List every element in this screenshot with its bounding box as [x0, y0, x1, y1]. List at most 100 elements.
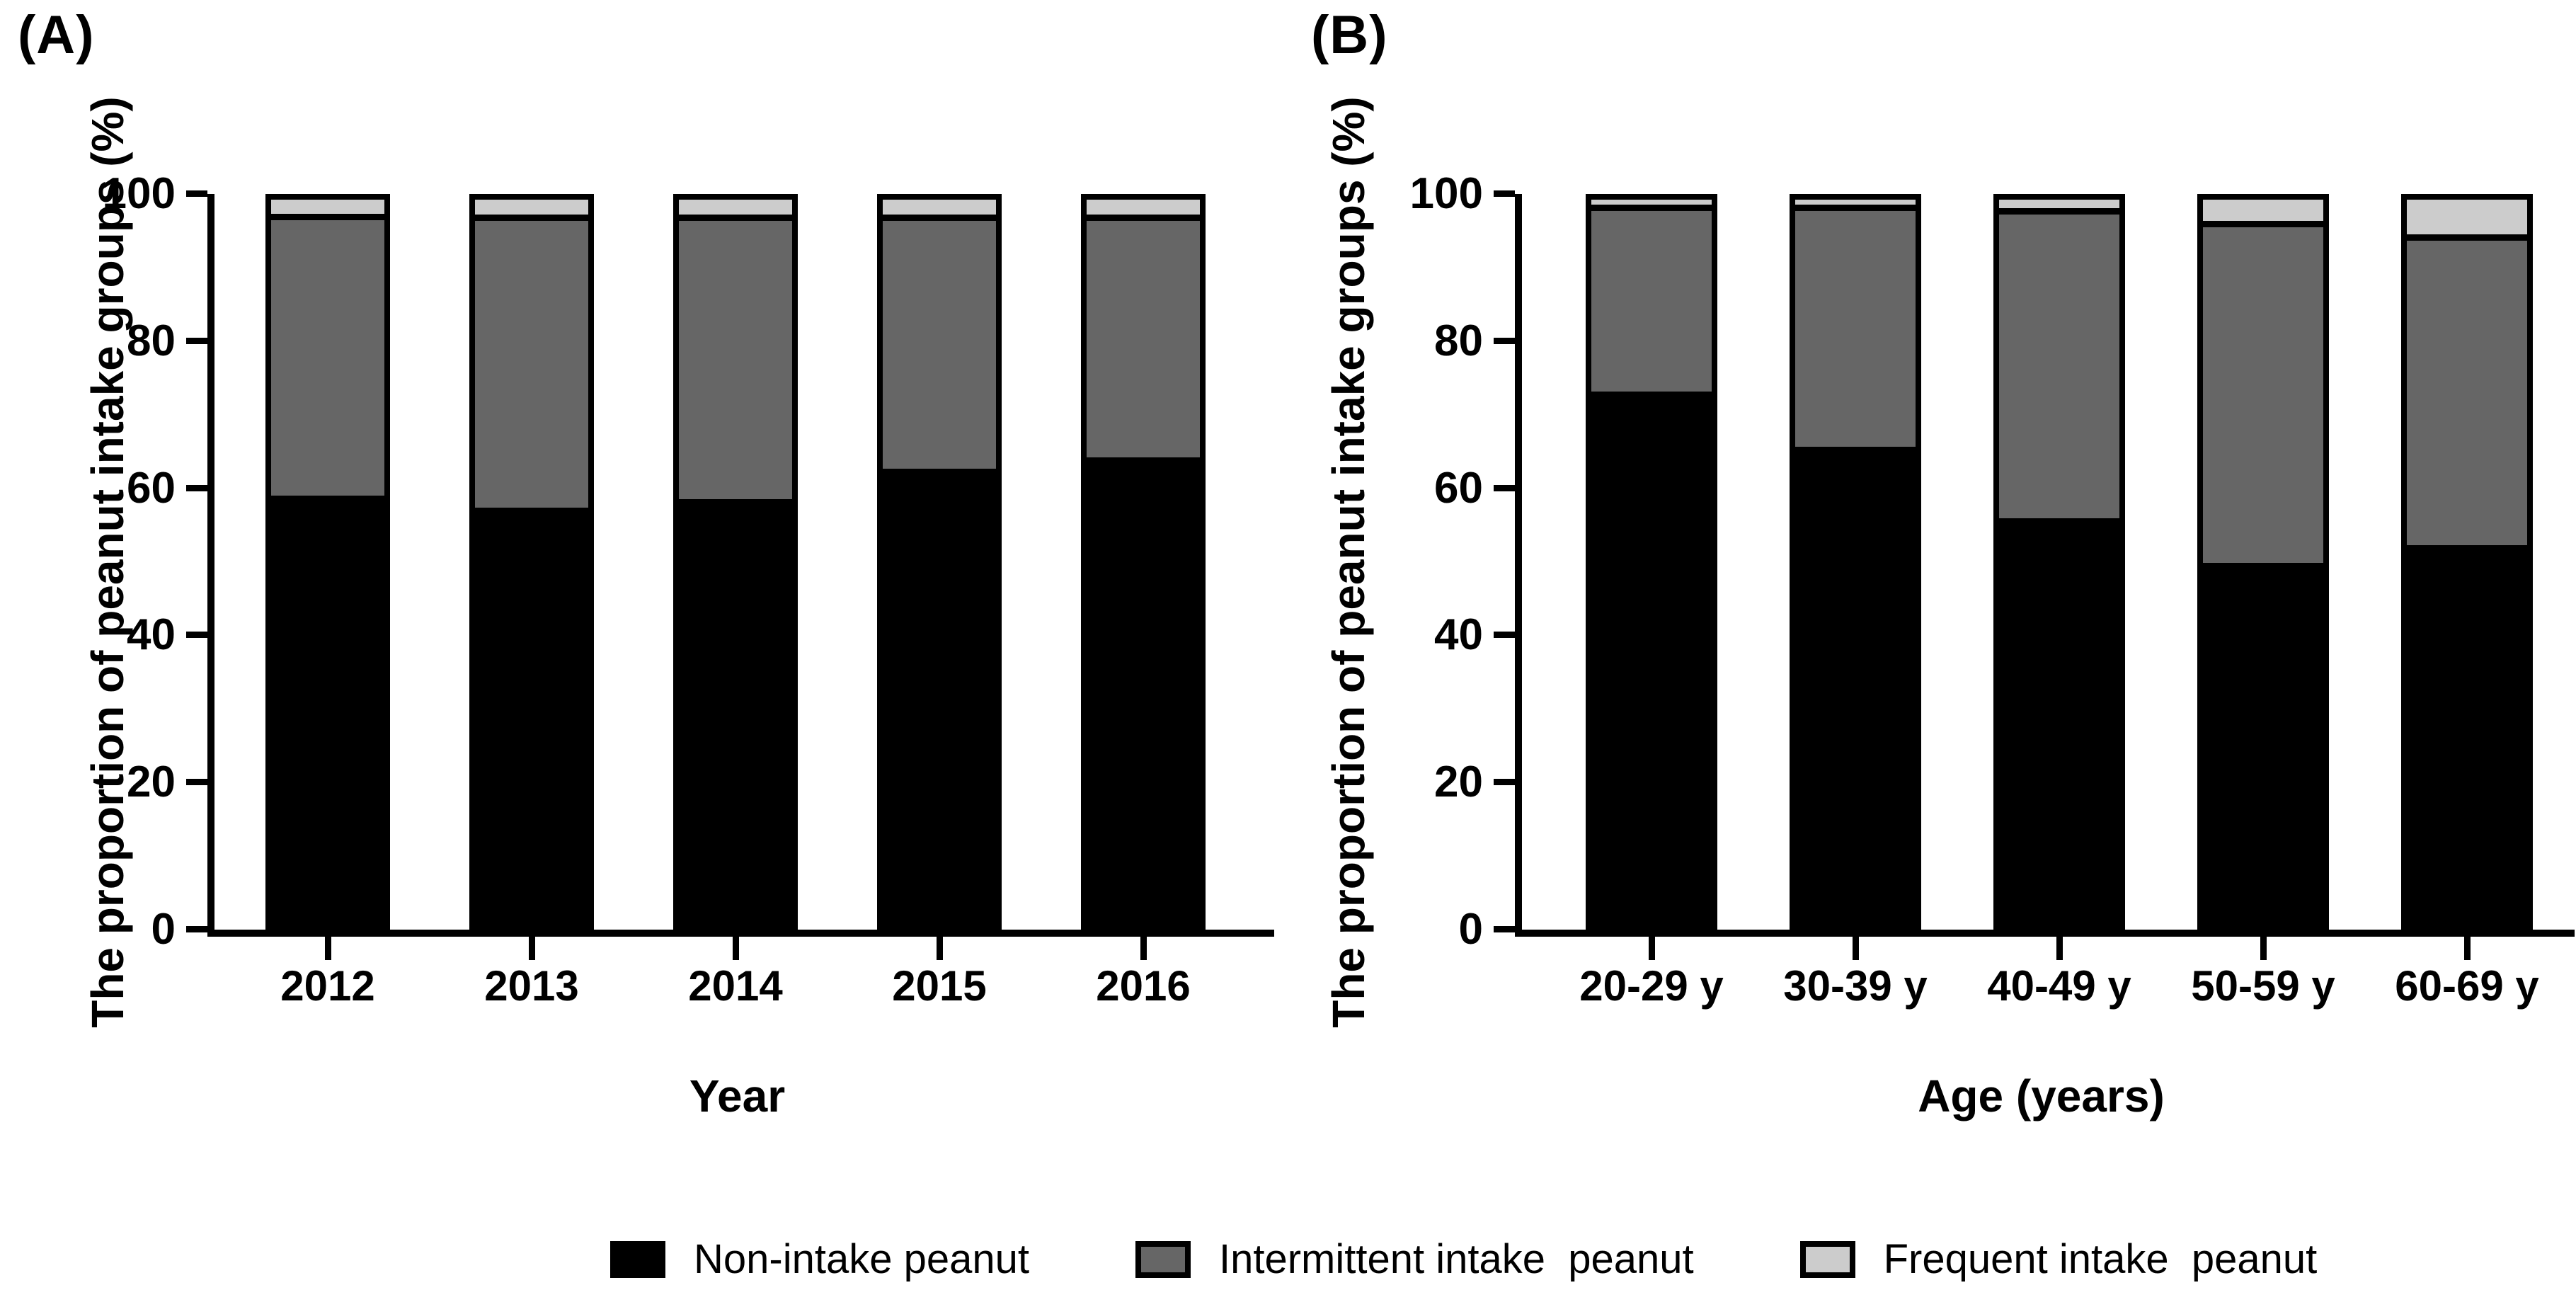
x-tick-mark — [1648, 937, 1655, 960]
panel-b-label: (B) — [1311, 5, 1388, 65]
y-tick-label: 100 — [102, 169, 176, 218]
legend-item: Intermittent intake peanut — [1135, 1238, 1694, 1282]
segment-non-intake-peanut — [883, 469, 996, 924]
y-tick-label: 80 — [127, 316, 176, 365]
x-axis-line — [207, 930, 1274, 937]
x-tick-label: 2014 — [688, 962, 783, 1010]
x-tick-label: 50-59 y — [2191, 962, 2335, 1010]
plot-area-a: 0 20 40 60 80 100 2012 2013 2014 2015 2016 — [103, 172, 1274, 1008]
y-tick-mark — [1494, 779, 1515, 786]
x-tick-mark — [324, 937, 331, 960]
y-tick-mark — [1494, 190, 1515, 197]
segment-non-intake-peanut — [2203, 562, 2323, 924]
y-tick-label: 100 — [1409, 169, 1483, 218]
legend-swatch-frequent — [1799, 1241, 1855, 1278]
segment-frequent-intake-peanut — [1591, 200, 1712, 212]
y-tick-mark — [186, 337, 207, 344]
x-tick-label: 2013 — [484, 962, 579, 1010]
stacked-bar — [2197, 194, 2329, 930]
stacked-bar — [673, 194, 798, 930]
segment-non-intake-peanut — [1999, 518, 2119, 924]
stacked-bar — [1993, 194, 2125, 930]
y-tick-label: 20 — [1434, 758, 1483, 807]
segment-non-intake-peanut — [1087, 457, 1200, 924]
x-axis-line — [1515, 930, 2575, 937]
y-tick-mark — [1494, 632, 1515, 639]
y-tick-label: 0 — [1458, 905, 1483, 954]
legend-item: Frequent intake peanut — [1799, 1236, 2318, 1282]
segment-intermittent-intake-peanut — [883, 221, 996, 469]
x-tick-mark — [936, 937, 943, 960]
x-tick-mark — [2463, 937, 2471, 960]
stacked-bar — [1790, 194, 1921, 930]
segment-frequent-intake-peanut — [679, 200, 792, 222]
stacked-bar — [265, 194, 390, 930]
segment-intermittent-intake-peanut — [2203, 227, 2323, 563]
segment-non-intake-peanut — [1795, 446, 1916, 924]
x-tick-mark — [1140, 937, 1147, 960]
segment-intermittent-intake-peanut — [271, 220, 384, 496]
stacked-bar — [1081, 194, 1206, 930]
segment-non-intake-peanut — [271, 495, 384, 924]
y-tick-mark — [186, 484, 207, 491]
y-tick-mark — [186, 190, 207, 197]
y-tick-label: 40 — [127, 610, 176, 660]
stacked-bar — [877, 194, 1002, 930]
legend-label: Frequent intake peanut — [1883, 1236, 2318, 1282]
legend-swatch-non-intake — [610, 1241, 665, 1278]
x-tick-label: 2015 — [892, 962, 987, 1010]
segment-intermittent-intake-peanut — [1087, 221, 1200, 457]
stacked-bar — [2401, 194, 2533, 930]
y-tick-label: 0 — [151, 905, 176, 954]
y-tick-mark — [1494, 337, 1515, 344]
y-tick-label: 40 — [1434, 610, 1483, 660]
legend-item: Non-intake peanut — [610, 1238, 1029, 1282]
segment-frequent-intake-peanut — [1999, 200, 2119, 215]
segment-frequent-intake-peanut — [2407, 200, 2527, 241]
y-tick-mark — [186, 632, 207, 639]
x-axis-title-b: Age (years) — [1918, 1071, 2165, 1121]
segment-frequent-intake-peanut — [1087, 200, 1200, 222]
x-tick-mark — [732, 937, 739, 960]
legend: Non-intake peanut Intermittent intake pea… — [610, 1238, 2317, 1282]
legend-swatch-intermittent — [1135, 1241, 1191, 1278]
segment-non-intake-peanut — [1591, 391, 1712, 924]
x-tick-label: 2016 — [1096, 962, 1191, 1010]
segment-non-intake-peanut — [475, 507, 588, 924]
segment-frequent-intake-peanut — [883, 200, 996, 222]
segment-intermittent-intake-peanut — [475, 221, 588, 508]
y-tick-mark — [186, 926, 207, 932]
y-tick-mark — [186, 779, 207, 786]
segment-intermittent-intake-peanut — [1999, 215, 2119, 519]
stacked-bar — [469, 194, 594, 930]
plot-area-b: 0 20 40 60 80 100 20-29 y 30-39 y 40-49 y 50-59 y… — [1410, 172, 2575, 1008]
x-tick-label: 2012 — [280, 962, 375, 1010]
y-tick-label: 60 — [1434, 463, 1483, 513]
y-tick-mark — [1494, 926, 1515, 932]
segment-frequent-intake-peanut — [1795, 200, 1916, 212]
segment-non-intake-peanut — [2407, 544, 2527, 924]
x-tick-label: 60-69 y — [2395, 962, 2539, 1010]
segment-frequent-intake-peanut — [475, 200, 588, 222]
y-tick-label: 80 — [1434, 316, 1483, 365]
segment-frequent-intake-peanut — [271, 200, 384, 221]
x-tick-label: 30-39 y — [1783, 962, 1928, 1010]
x-tick-label: 40-49 y — [1987, 962, 2131, 1010]
panel-a-label: (A) — [18, 5, 95, 65]
segment-intermittent-intake-peanut — [679, 221, 792, 499]
stacked-bar — [1586, 194, 1717, 930]
y-tick-label: 60 — [127, 463, 176, 513]
segment-intermittent-intake-peanut — [1795, 211, 1916, 447]
x-tick-mark — [2260, 937, 2267, 960]
y-tick-mark — [1494, 484, 1515, 491]
segment-non-intake-peanut — [679, 498, 792, 924]
legend-label: Non-intake peanut — [694, 1236, 1029, 1282]
x-tick-mark — [1852, 937, 1859, 960]
segment-frequent-intake-peanut — [2203, 200, 2323, 228]
y-tick-label: 20 — [127, 758, 176, 807]
x-axis-title-a: Year — [689, 1071, 786, 1121]
x-tick-mark — [528, 937, 535, 960]
legend-label: Intermittent intake peanut — [1219, 1236, 1694, 1282]
x-tick-label: 20-29 y — [1579, 962, 1724, 1010]
